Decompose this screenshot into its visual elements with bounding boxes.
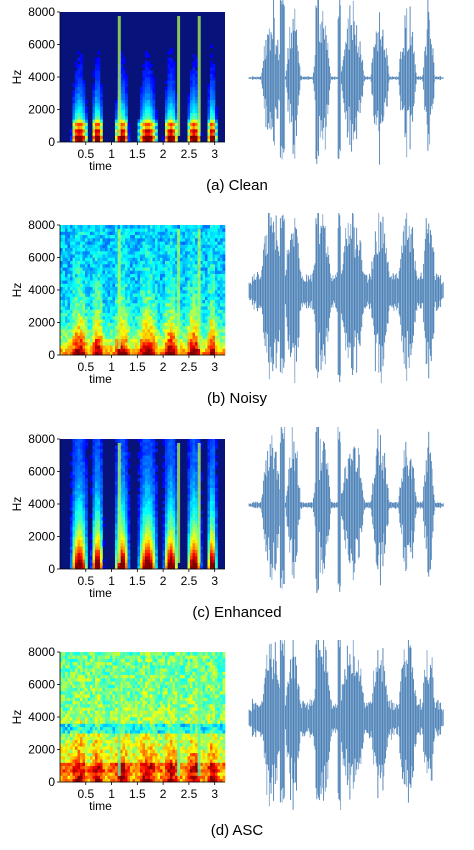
x-tick-label: 3: [211, 147, 218, 161]
x-axis-label: time: [89, 799, 112, 813]
y-axis-label: Hz: [10, 70, 24, 85]
x-tick-label: 1.5: [129, 360, 146, 374]
x-axis-label: time: [89, 372, 112, 386]
y-axis-label: Hz: [10, 283, 24, 298]
x-tick-label: 2.5: [181, 574, 198, 588]
y-tick-label: 2000: [28, 743, 55, 757]
x-tick-label: 3: [211, 787, 218, 801]
x-tick-label: 2: [160, 360, 167, 374]
y-tick-label: 0: [48, 562, 55, 576]
waveform-noisy: [244, 213, 454, 383]
y-tick-label: 6000: [28, 678, 55, 692]
x-tick-label: 2.5: [181, 360, 198, 374]
y-tick-label: 2000: [28, 530, 55, 544]
y-tick-label: 4000: [28, 710, 55, 724]
waveform-enhanced: [244, 427, 454, 597]
caption-noisy: (b) Noisy: [0, 390, 474, 407]
y-axis-label: Hz: [10, 710, 24, 725]
waveform-asc: [244, 640, 454, 810]
x-axis-label: time: [89, 586, 112, 600]
x-tick-label: 3: [211, 360, 218, 374]
y-tick-label: 0: [48, 775, 55, 789]
y-tick-label: 6000: [28, 38, 55, 52]
y-tick-label: 8000: [28, 645, 55, 659]
x-tick-label: 3: [211, 574, 218, 588]
y-tick-label: 4000: [28, 283, 55, 297]
x-tick-label: 1.5: [129, 787, 146, 801]
y-tick-label: 8000: [28, 432, 55, 446]
x-tick-label: 1.5: [129, 574, 146, 588]
y-tick-label: 0: [48, 348, 55, 362]
x-tick-label: 2.5: [181, 147, 198, 161]
y-tick-label: 2000: [28, 316, 55, 330]
y-tick-label: 8000: [28, 5, 55, 19]
caption-clean: (a) Clean: [0, 177, 474, 194]
y-tick-label: 2000: [28, 103, 55, 117]
y-tick-label: 0: [48, 135, 55, 149]
y-tick-label: 6000: [28, 465, 55, 479]
y-tick-label: 6000: [28, 251, 55, 265]
waveform-clean: [244, 0, 454, 170]
caption-enhanced: (c) Enhanced: [0, 604, 474, 621]
y-axis-label: Hz: [10, 497, 24, 512]
x-tick-label: 2: [160, 574, 167, 588]
x-tick-label: 2: [160, 147, 167, 161]
y-tick-label: 4000: [28, 70, 55, 84]
x-tick-label: 2.5: [181, 787, 198, 801]
caption-asc: (d) ASC: [0, 822, 474, 839]
y-tick-label: 4000: [28, 497, 55, 511]
x-axis-label: time: [89, 159, 112, 173]
y-tick-label: 8000: [28, 218, 55, 232]
x-tick-label: 1.5: [129, 147, 146, 161]
x-tick-label: 2: [160, 787, 167, 801]
